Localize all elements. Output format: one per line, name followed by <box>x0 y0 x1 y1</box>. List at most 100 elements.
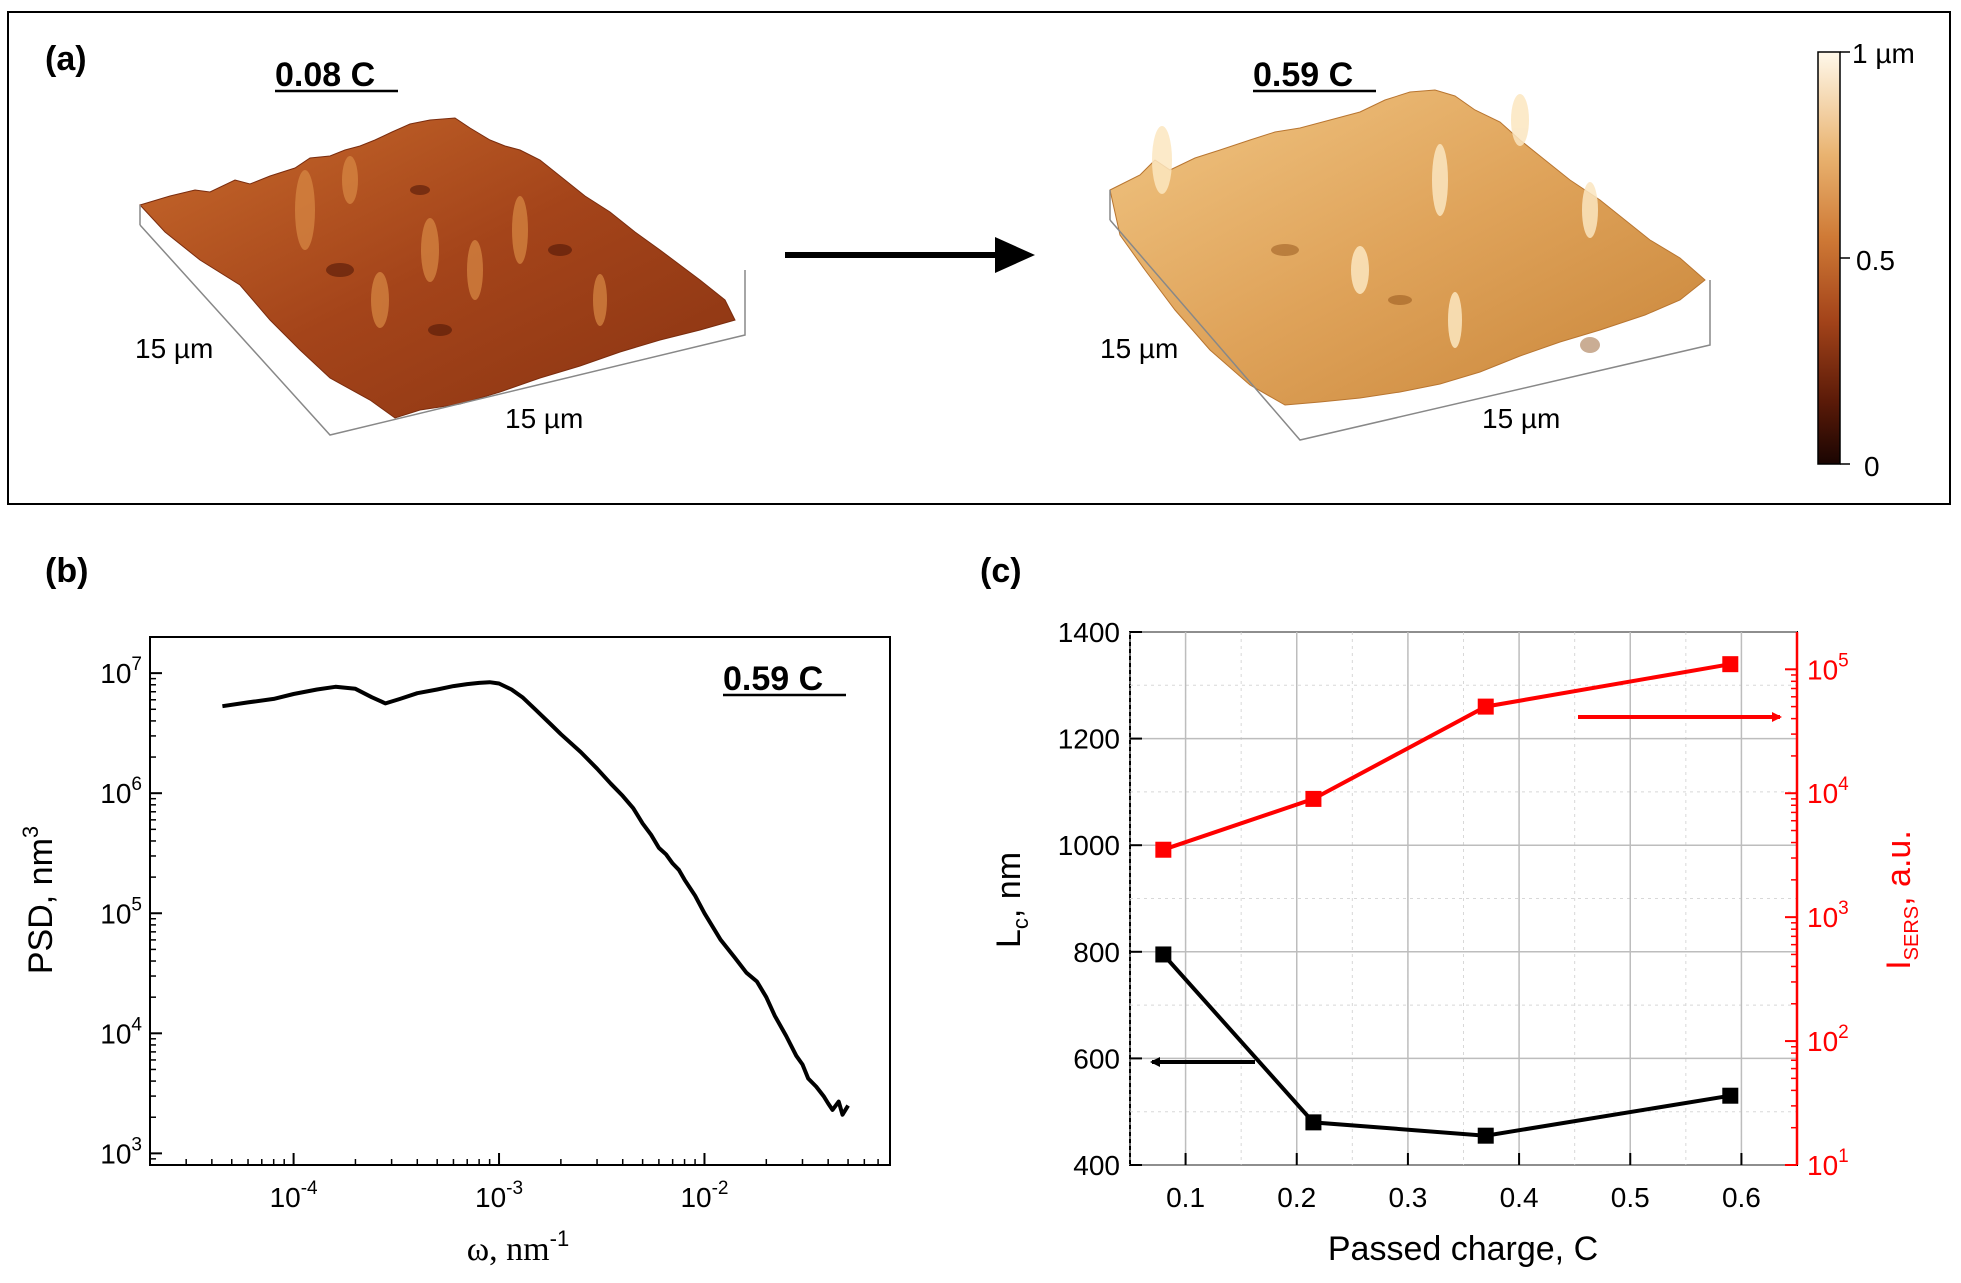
sers-intensity-marker <box>1477 698 1494 715</box>
psd-y-tick-label-exp: 4 <box>131 1014 142 1035</box>
charge-right-tick-label-base: 10 <box>1807 778 1838 809</box>
sers-intensity-line <box>1162 662 1731 852</box>
left-axis-box <box>139 224 746 436</box>
psd-y-tick-label-exp: 6 <box>131 774 142 795</box>
charge-right-tick-label-exp: 2 <box>1838 1022 1849 1043</box>
sers-intensity-marker <box>1155 841 1172 858</box>
psd-x-axis-label-sup: -1 <box>550 1226 570 1251</box>
left-axis-x-label: 15 µm <box>505 403 583 434</box>
psd-y-tick-label-exp: 3 <box>131 1134 142 1155</box>
right-axis-box <box>1109 219 1711 441</box>
charge-x-tick-label: 0.1 <box>1166 1182 1205 1213</box>
psd-y-tick-label-base: 10 <box>100 658 131 689</box>
charge-right-tick-label: 105 <box>1807 650 1849 685</box>
right-peaks <box>1152 94 1598 348</box>
psd-y-tick-label-base: 10 <box>100 898 131 929</box>
psd-x-tick-label: 10-4 <box>270 1178 318 1213</box>
psd-y-tick-label-base: 10 <box>100 778 131 809</box>
psd-y-tick-label-exp: 7 <box>131 654 142 675</box>
psd-x-tick-label-base: 10 <box>475 1182 506 1213</box>
psd-x-tick-label-base: 10 <box>270 1182 301 1213</box>
colorbar-label-bottom: 0 <box>1864 451 1880 482</box>
charge-right-axis-label: ISERS, a.u. <box>1880 830 1923 970</box>
charge-x-tick-label: 0.5 <box>1611 1182 1650 1213</box>
psd-y-tick-label: 105 <box>100 894 142 929</box>
psd-series <box>222 680 850 1117</box>
correlation-length-line <box>1161 953 1731 1138</box>
charge-left-tick-label: 800 <box>1073 937 1120 968</box>
right-axis-y-label: 15 µm <box>1100 333 1178 364</box>
colorbar: 1 µm 0.5 0 <box>1817 38 1915 482</box>
correlation-length-marker <box>1305 1114 1322 1131</box>
psd-x-tick-label-exp: -2 <box>712 1178 729 1199</box>
charge-left-tick-label: 1000 <box>1058 830 1120 861</box>
charge-grid <box>1129 631 1798 1166</box>
psd-y-tick-label-exp: 5 <box>131 894 142 915</box>
psd-y-tick-label: 103 <box>100 1134 142 1169</box>
panel-a-label: (a) <box>45 40 87 78</box>
psd-x-tick-label-exp: -3 <box>506 1178 523 1199</box>
charge-left-axis-label: Lc, nm <box>990 852 1033 948</box>
left-axis-y-label: 15 µm <box>135 333 213 364</box>
psd-line <box>222 680 850 1117</box>
charge-right-axis-label-main: I <box>1880 960 1918 969</box>
psd-x-tick-label: 10-2 <box>680 1178 728 1213</box>
charge-left-axis-label-rest: , nm <box>990 852 1028 918</box>
charge-x-tick-label: 0.6 <box>1722 1182 1761 1213</box>
afm-surface-left: 0.08 C 15 µm 15 µm <box>135 56 746 436</box>
charge-right-axis-label-sub: SERS <box>1901 906 1923 960</box>
colorbar-gradient <box>1817 51 1841 465</box>
panel-a-frame <box>7 11 1951 505</box>
charge-right-tick-label-exp: 1 <box>1838 1146 1849 1167</box>
psd-y-axis-label-main: PSD, nm <box>22 838 60 974</box>
psd-y-axis-label: PSD, nm3 <box>18 826 60 974</box>
charge-right-tick-label-base: 10 <box>1807 1026 1838 1057</box>
panel-b-label: (b) <box>45 552 88 590</box>
charge-series <box>1155 656 1739 1144</box>
charge-right-tick-label-base: 10 <box>1807 1150 1838 1181</box>
colorbar-label-mid: 0.5 <box>1856 245 1895 276</box>
psd-x-tick-label-base: 10 <box>680 1182 711 1213</box>
left-peaks <box>295 156 607 328</box>
charge-left-axis-label-sub: c <box>1008 918 1033 929</box>
charge-x-tick-label: 0.3 <box>1388 1182 1427 1213</box>
charge-right-tick-label-base: 10 <box>1807 654 1838 685</box>
charge-x-axis-label: Passed charge, C <box>1328 1230 1598 1268</box>
charge-right-tick-label: 102 <box>1807 1022 1849 1057</box>
left-surface <box>139 117 736 419</box>
charge-x-tick-label: 0.2 <box>1277 1182 1316 1213</box>
psd-y-axis-label-sup: 3 <box>18 826 43 838</box>
left-valleys <box>326 185 572 336</box>
charge-ticks: 0.1 0.2 0.3 0.4 0.5 0.6 400 600 800 1000 1200 1400 1… <box>1058 617 1849 1213</box>
charge-right-tick-label: 101 <box>1807 1146 1849 1181</box>
charge-left-tick-label: 600 <box>1073 1043 1120 1074</box>
charge-left-tick-label: 1400 <box>1058 617 1120 648</box>
psd-y-tick-label: 107 <box>100 654 142 689</box>
psd-x-axis-label-main: ω, nm <box>467 1231 550 1268</box>
psd-x-tick-label-exp: -4 <box>301 1178 318 1199</box>
psd-y-tick-label: 106 <box>100 774 142 809</box>
correlation-length-marker <box>1477 1127 1494 1144</box>
transition-arrowhead <box>995 237 1035 273</box>
charge-left-tick-label: 400 <box>1073 1150 1120 1181</box>
afm-surface-right: 0.59 C 15 µm 15 µm <box>1100 56 1711 441</box>
correlation-length-marker <box>1155 946 1172 963</box>
right-valleys <box>1271 244 1600 353</box>
charge-right-tick-label-exp: 5 <box>1838 650 1849 671</box>
psd-x-axis-label: ω, nm-1 <box>467 1226 569 1268</box>
psd-y-tick-label-base: 10 <box>100 1138 131 1169</box>
charge-right-tick-label-base: 10 <box>1807 902 1838 933</box>
charge-left-tick-label: 1200 <box>1058 724 1120 755</box>
correlation-length-marker <box>1722 1087 1739 1104</box>
charge-right-tick-label: 103 <box>1807 898 1849 933</box>
psd-y-tick-label-base: 10 <box>100 1018 131 1049</box>
psd-annotation: 0.59 C <box>723 660 846 698</box>
charge-right-tick-label: 104 <box>1807 774 1849 809</box>
right-surface <box>1109 89 1706 406</box>
charge-x-tick-label: 0.4 <box>1500 1182 1539 1213</box>
right-sample-title: 0.59 C <box>1253 56 1353 94</box>
sers-intensity-marker <box>1722 656 1739 673</box>
psd-y-tick-label: 104 <box>100 1014 142 1049</box>
